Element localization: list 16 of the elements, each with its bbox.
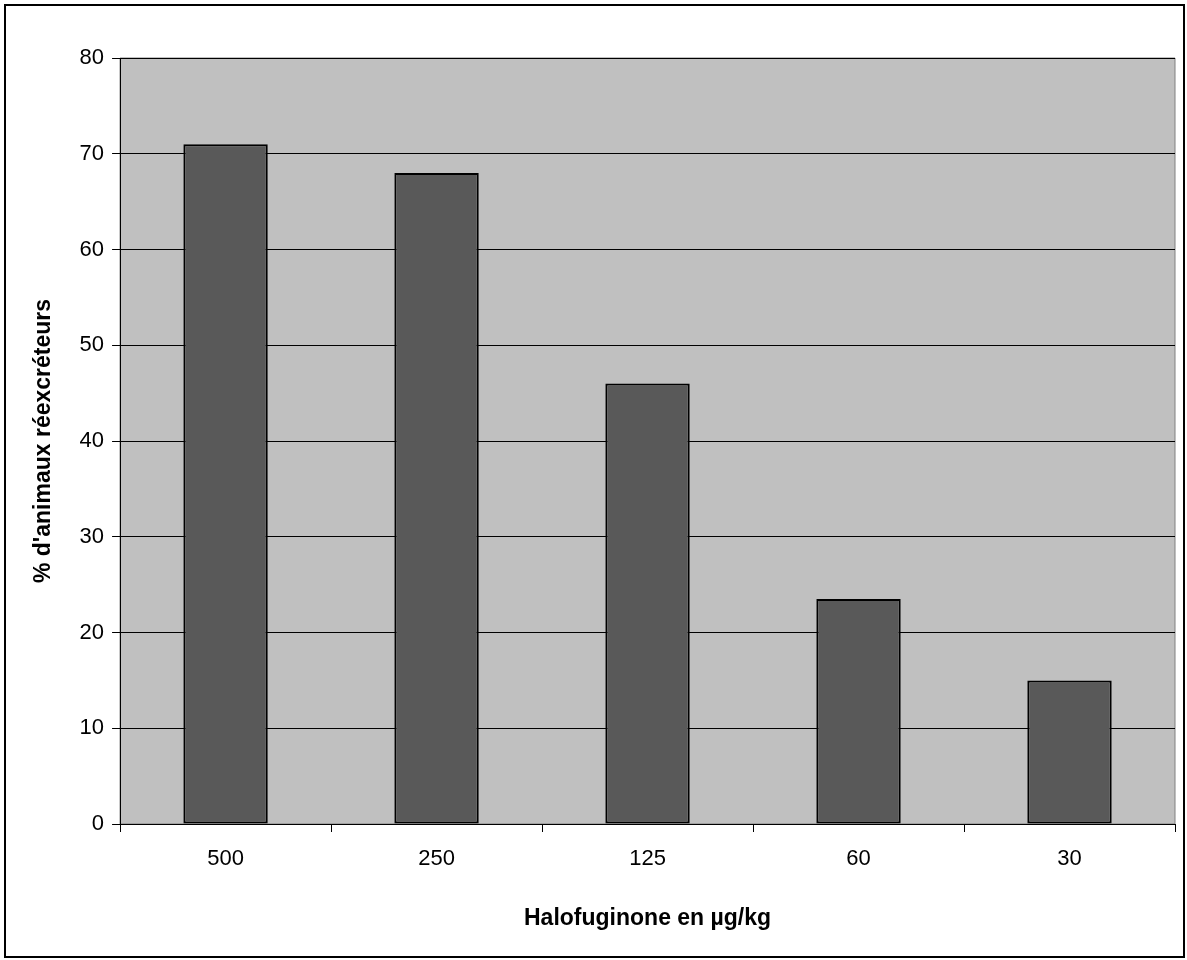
y-tick-label: 20	[79, 618, 105, 644]
x-tick-label: 30	[1057, 845, 1082, 871]
y-tick-label: 60	[79, 235, 105, 261]
y-axis-title: % d'animaux réexcréteurs	[29, 298, 56, 584]
y-tick-label: 30	[79, 522, 105, 548]
y-tick-label: 10	[79, 714, 105, 740]
y-tick-label: 70	[79, 139, 105, 165]
x-tick-label: 250	[418, 845, 455, 871]
y-tick-label: 80	[79, 44, 105, 70]
x-axis-title: Halofuginone en µg/kg	[523, 903, 772, 930]
y-tick-label: 40	[79, 427, 105, 453]
x-tick-label: 60	[846, 845, 871, 871]
x-tick-label: 500	[207, 845, 244, 871]
x-tick-label: 125	[629, 845, 666, 871]
y-tick-label: 0	[91, 810, 105, 836]
y-tick-label: 50	[79, 331, 105, 357]
